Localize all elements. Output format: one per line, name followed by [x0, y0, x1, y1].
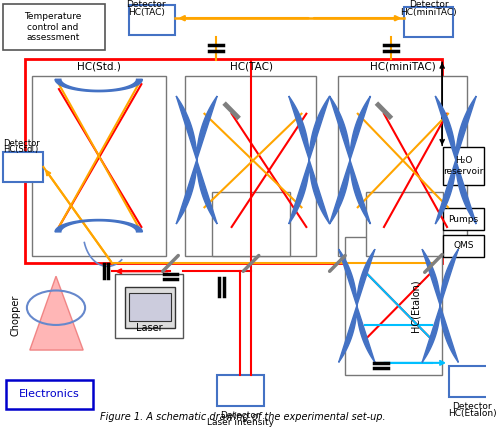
Bar [217, 375, 264, 406]
Text: Detector: Detector [220, 411, 260, 420]
Bar [185, 76, 316, 256]
Polygon shape [288, 96, 330, 224]
Bar [129, 6, 176, 35]
Polygon shape [436, 96, 476, 224]
Bar [443, 147, 484, 184]
Text: H₂O
reservoir: H₂O reservoir [444, 156, 484, 175]
Text: HC(miniTAC): HC(miniTAC) [370, 61, 436, 71]
Text: HC(Etalon): HC(Etalon) [411, 279, 421, 332]
Bar [125, 287, 176, 329]
Text: HC(Etalon): HC(Etalon) [448, 409, 496, 418]
Bar [2, 4, 104, 50]
Bar [366, 191, 443, 256]
Polygon shape [422, 249, 459, 363]
Polygon shape [330, 96, 370, 224]
Text: Temperature
control and
assessment: Temperature control and assessment [24, 12, 82, 42]
Bar [345, 237, 442, 375]
Polygon shape [55, 220, 142, 232]
Text: Detector: Detector [2, 139, 40, 148]
Bar [338, 76, 468, 256]
Text: HC(TAC): HC(TAC) [230, 61, 272, 71]
Bar [443, 235, 484, 257]
Text: Pumps: Pumps [448, 214, 478, 224]
Polygon shape [55, 79, 142, 92]
Bar [32, 76, 166, 256]
Text: Detector: Detector [126, 0, 166, 9]
Bar [449, 366, 496, 397]
Text: Laser intensity: Laser intensity [207, 418, 274, 427]
Text: Chopper: Chopper [10, 295, 20, 336]
Polygon shape [30, 276, 83, 350]
Bar [404, 7, 453, 37]
Text: HC(miniTAC): HC(miniTAC) [400, 8, 457, 17]
Polygon shape [176, 96, 217, 224]
Text: QMS: QMS [454, 241, 474, 250]
Bar [2, 152, 43, 181]
Bar [212, 191, 290, 256]
Bar [6, 380, 93, 409]
Text: HC(TAC): HC(TAC) [128, 8, 164, 17]
Bar [115, 274, 183, 338]
Text: Laser: Laser [136, 323, 162, 333]
Text: Detector: Detector [452, 402, 492, 411]
Bar [25, 59, 442, 263]
Polygon shape [338, 249, 375, 363]
Bar [443, 208, 484, 230]
Text: Electronics: Electronics [19, 390, 80, 399]
Text: Figure 1. A schematic drawing of the experimental set-up.: Figure 1. A schematic drawing of the exp… [100, 412, 386, 422]
Text: HC(Std.): HC(Std.) [2, 145, 38, 154]
Bar [129, 293, 172, 320]
Text: Detector: Detector [409, 0, 449, 9]
Text: HC(Std.): HC(Std.) [77, 61, 120, 71]
